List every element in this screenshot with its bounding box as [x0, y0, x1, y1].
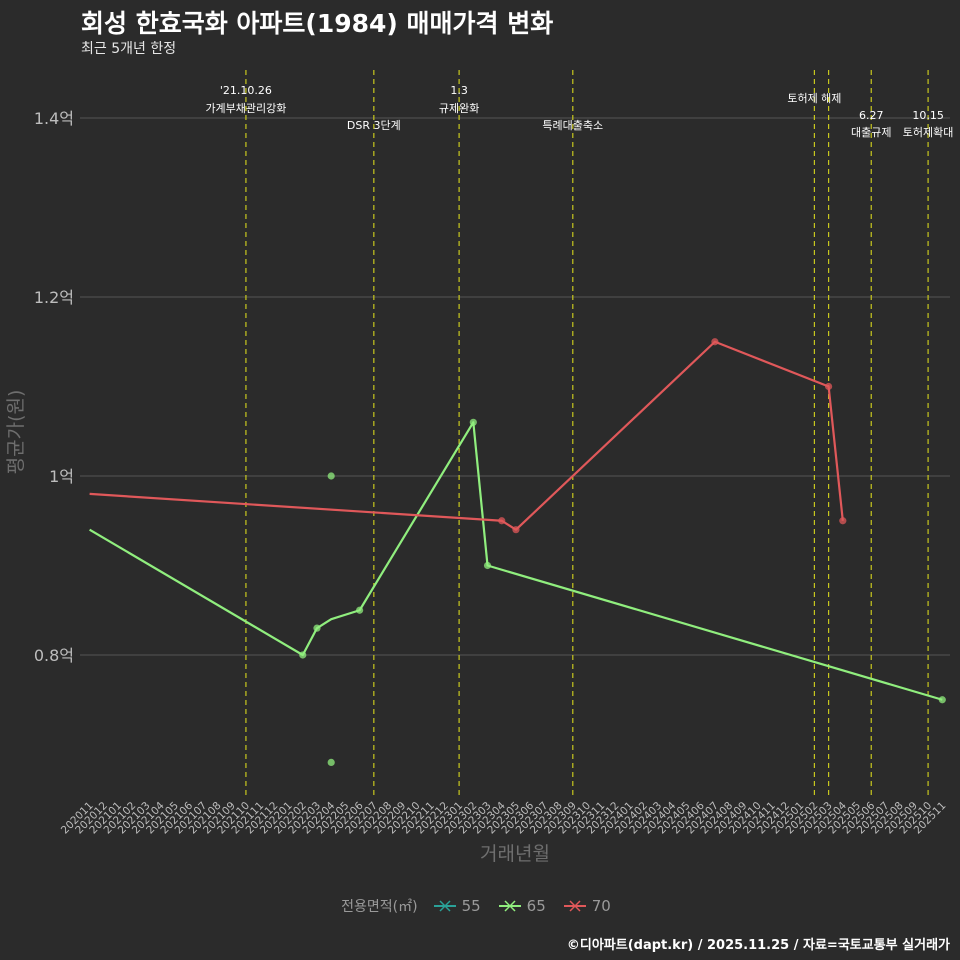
data-point-65	[313, 624, 321, 632]
chart-subtitle: 최근 5개년 한정	[81, 41, 177, 57]
y-axis-title: 평균가(원)	[5, 390, 27, 475]
legend-swatch-65	[498, 900, 521, 912]
data-point-70	[512, 526, 520, 534]
data-point-70	[825, 382, 833, 391]
event-name-label: DSR 3단계	[347, 119, 401, 132]
data-point-70	[839, 517, 847, 525]
data-point-65	[327, 472, 335, 480]
event-name-label: 규제완화	[439, 102, 479, 115]
y-tick-label: 1억	[49, 467, 74, 486]
event-name-label: 토허제확대	[903, 126, 954, 139]
data-point-65	[469, 418, 477, 426]
legend-title: 전용면적(㎡)	[341, 899, 418, 915]
data-point-65	[938, 696, 946, 704]
legend-item-70: 70	[562, 897, 619, 915]
event-date-label: 1.3	[450, 84, 468, 97]
legend-label-70: 70	[591, 897, 611, 915]
y-tick-label: 0.8억	[34, 646, 74, 665]
data-point-65	[299, 651, 307, 659]
legend-swatch-55	[433, 900, 456, 912]
event-name-label: 가계부채관리강화	[205, 102, 286, 115]
source-caption: ©디아파트(dapt.kr) / 2025.11.25 / 자료=국토교통부 실…	[566, 938, 950, 953]
event-date-label: 6.27	[859, 109, 884, 122]
legend: 전용면적(㎡) 55 65 70	[0, 896, 960, 916]
event-name-label: 토허제 해제	[787, 91, 841, 105]
data-point-65	[327, 758, 335, 767]
y-tick-label: 1.2억	[34, 288, 74, 307]
event-name-label: 특례대출축소	[542, 119, 603, 132]
event-date-label: 10.15	[912, 109, 944, 122]
legend-item-65: 65	[497, 897, 554, 915]
data-point-65	[356, 606, 364, 614]
y-tick-label: 1.4억	[34, 109, 74, 128]
legend-swatch-70	[563, 900, 586, 912]
event-date-label: '21.10.26	[220, 84, 272, 97]
data-point-70	[711, 338, 719, 346]
event-name-label: 대출규제	[851, 126, 891, 139]
series-line-70	[89, 340, 844, 531]
series-line-65	[89, 421, 943, 701]
data-point-65	[483, 561, 492, 570]
legend-label-55: 55	[461, 897, 481, 915]
x-axis-title: 거래년월	[480, 843, 550, 865]
chart-title: 회성 한효국화 아파트(1984) 매매가격 변화	[81, 9, 554, 38]
legend-label-65: 65	[526, 897, 546, 915]
data-point-70	[498, 517, 506, 525]
legend-item-55: 55	[432, 897, 489, 915]
